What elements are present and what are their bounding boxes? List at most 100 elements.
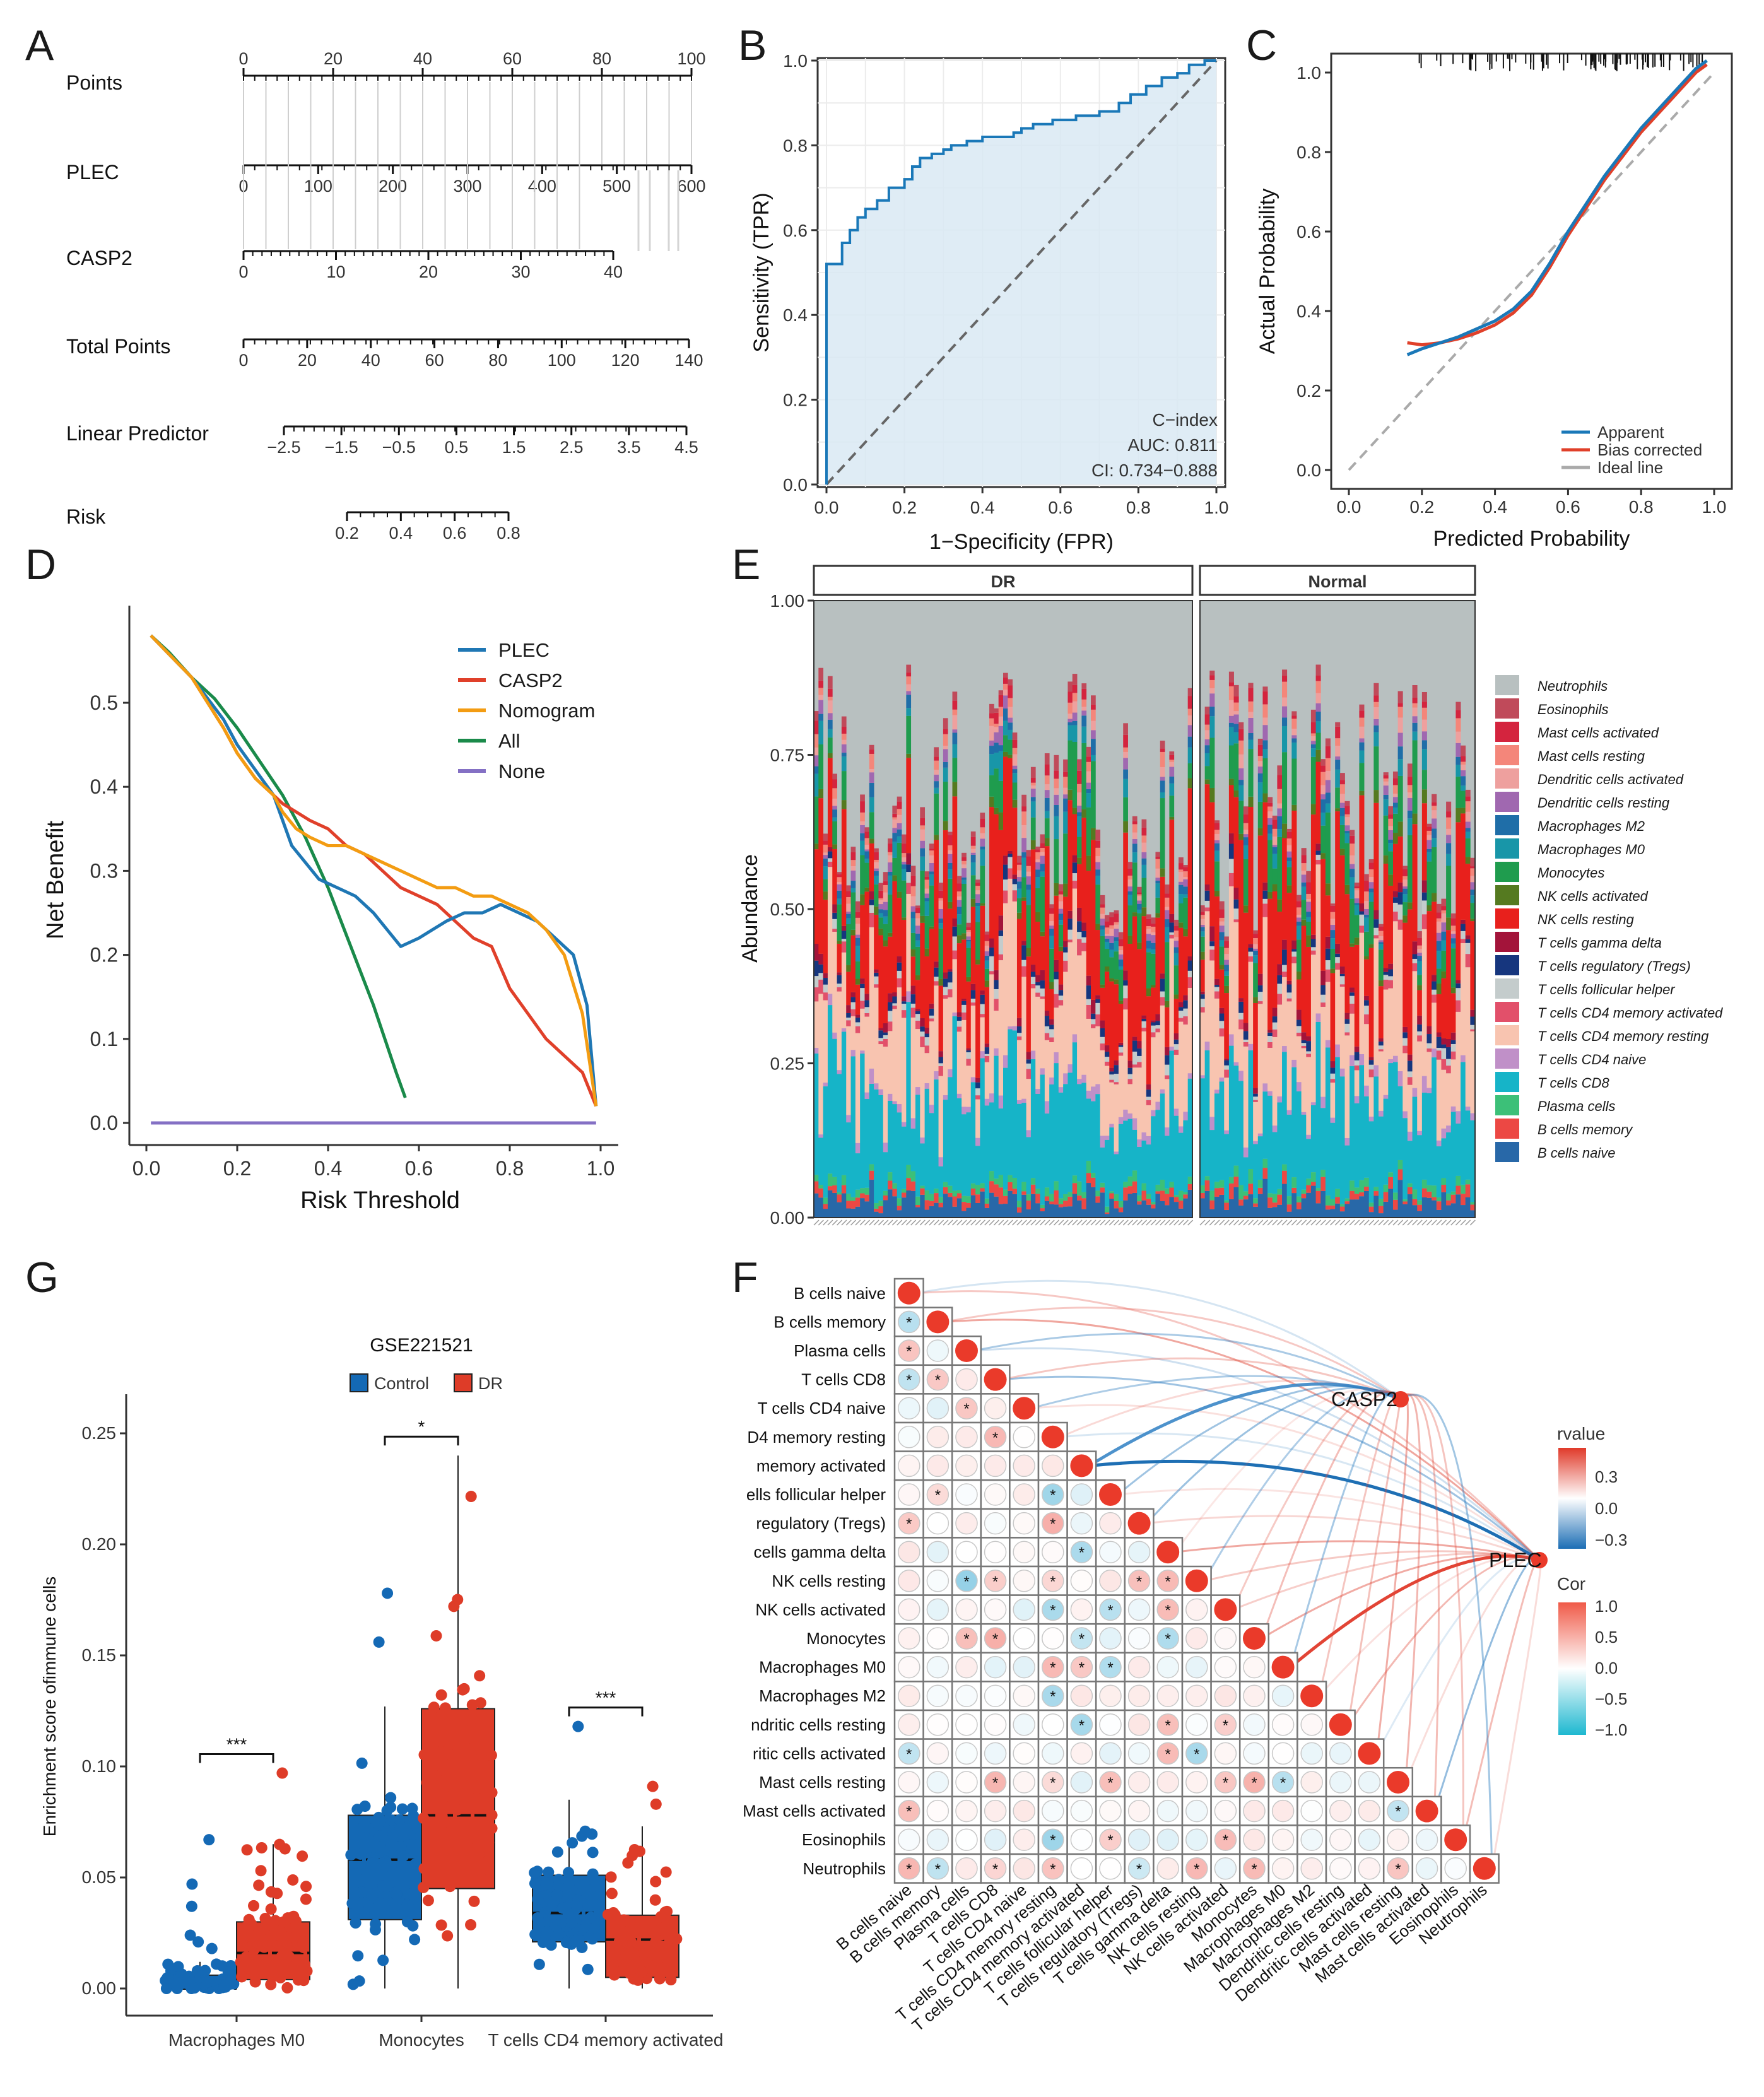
stack-segment: [1388, 963, 1394, 970]
legend-label: Eosinophils: [1538, 702, 1609, 717]
stack-segment: [924, 1088, 930, 1190]
correlation-circle: [1013, 1483, 1035, 1506]
stack-segment: [1173, 999, 1179, 1033]
stack-segment: [1426, 1043, 1432, 1048]
stack-segment: [920, 848, 926, 857]
stack-segment: [1291, 1193, 1297, 1218]
stack-segment: [855, 1206, 861, 1218]
stack-segment: [989, 754, 994, 775]
nomogram-tick-label: 4.5: [674, 438, 698, 457]
stack-segment: [989, 775, 994, 797]
stack-segment: [1072, 1034, 1078, 1043]
stack-segment: [860, 1008, 865, 1051]
stack-segment: [1049, 904, 1054, 908]
stack-segment: [1267, 898, 1273, 1030]
stack-segment: [1412, 697, 1418, 703]
stack-segment: [1383, 979, 1389, 990]
correlation-circle: [1329, 1799, 1352, 1823]
significance-star: *: [1050, 1487, 1055, 1504]
stack-segment: [1224, 960, 1230, 965]
stack-segment: [1137, 1195, 1142, 1202]
stack-segment: [938, 918, 944, 924]
stack-segment: [1173, 1197, 1179, 1202]
correlation-circle: [898, 1339, 920, 1362]
stack-segment: [1160, 751, 1165, 767]
data-point: [442, 1827, 454, 1839]
data-point: [248, 1900, 260, 1912]
stack-segment: [1008, 878, 1013, 1027]
significance-star: *: [1050, 1660, 1055, 1677]
stack-segment: [1296, 1209, 1302, 1218]
stack-segment: [1035, 1203, 1040, 1218]
stack-segment: [970, 875, 976, 899]
stack-segment: [1344, 831, 1350, 833]
stack-segment: [1233, 908, 1239, 920]
stack-segment: [970, 831, 976, 837]
stack-segment: [948, 845, 953, 850]
stack-segment: [1282, 669, 1288, 676]
stack-segment: [1187, 725, 1193, 737]
network-edge: [1400, 1394, 1493, 1869]
stack-segment: [1072, 1175, 1078, 1184]
stack-segment: [827, 713, 833, 720]
stack-segment: [1040, 876, 1045, 932]
stack-segment: [970, 990, 976, 999]
stack-segment: [1325, 1205, 1331, 1210]
stack-segment: [883, 1200, 888, 1218]
stack-segment: [1104, 1066, 1110, 1136]
stack-segment: [814, 773, 819, 797]
stack-segment: [1397, 1160, 1403, 1170]
stack-segment: [970, 849, 976, 853]
stack-segment: [1310, 814, 1316, 935]
stack-segment: [1021, 811, 1026, 825]
diagonal-marker: [926, 1310, 950, 1334]
stack-segment: [943, 1187, 948, 1194]
stack-segment: [1003, 751, 1008, 757]
stack-segment: [994, 732, 999, 743]
stack-segment: [1209, 1130, 1215, 1191]
stack-segment: [1067, 919, 1073, 930]
stack-segment: [1277, 1096, 1283, 1103]
stack-segment: [1277, 1204, 1283, 1218]
row-label: Mast cells activated: [743, 1802, 886, 1821]
stack-segment: [1417, 945, 1423, 949]
stack-segment: [1173, 1108, 1179, 1116]
stack-segment: [1379, 940, 1384, 943]
stack-segment: [1040, 1208, 1045, 1212]
stack-segment: [989, 725, 994, 741]
stack-segment: [920, 856, 926, 871]
network-edge: [1175, 1540, 1540, 1561]
matrix-cell: [1153, 1766, 1184, 1798]
stack-segment: [1373, 725, 1379, 732]
stack-segment: [1086, 871, 1091, 976]
stack-segment: [1141, 835, 1147, 843]
data-point: [556, 1916, 568, 1928]
stack-segment: [1021, 825, 1026, 838]
stack-segment: [1296, 1009, 1302, 1020]
stack-segment: [1233, 1177, 1239, 1187]
stack-segment: [874, 1089, 879, 1204]
stack-segment: [1344, 1023, 1350, 1033]
stack-segment: [1165, 893, 1170, 898]
stack-segment: [924, 1037, 930, 1046]
data-point: [618, 1935, 630, 1947]
stack-segment: [832, 912, 837, 919]
stack-segment: [1173, 926, 1179, 931]
stack-segment: [1267, 811, 1273, 818]
stack-segment: [1441, 913, 1447, 923]
stack-segment: [1123, 723, 1128, 735]
stack-segment: [1446, 917, 1452, 931]
stack-segment: [818, 695, 824, 700]
x-tick: [1173, 1219, 1180, 1226]
significance-star: *: [1050, 1861, 1055, 1878]
stack-segment: [1417, 1131, 1423, 1136]
stack-segment: [1040, 852, 1045, 856]
stack-segment: [1026, 1130, 1032, 1137]
diagonal-marker: [1387, 1771, 1409, 1794]
stack-segment: [1118, 1117, 1124, 1124]
stack-segment: [850, 1009, 856, 1016]
stack-segment: [938, 1197, 944, 1203]
stack-segment: [1306, 1185, 1312, 1193]
stack-segment: [841, 1175, 847, 1185]
data-point: [435, 1919, 447, 1931]
